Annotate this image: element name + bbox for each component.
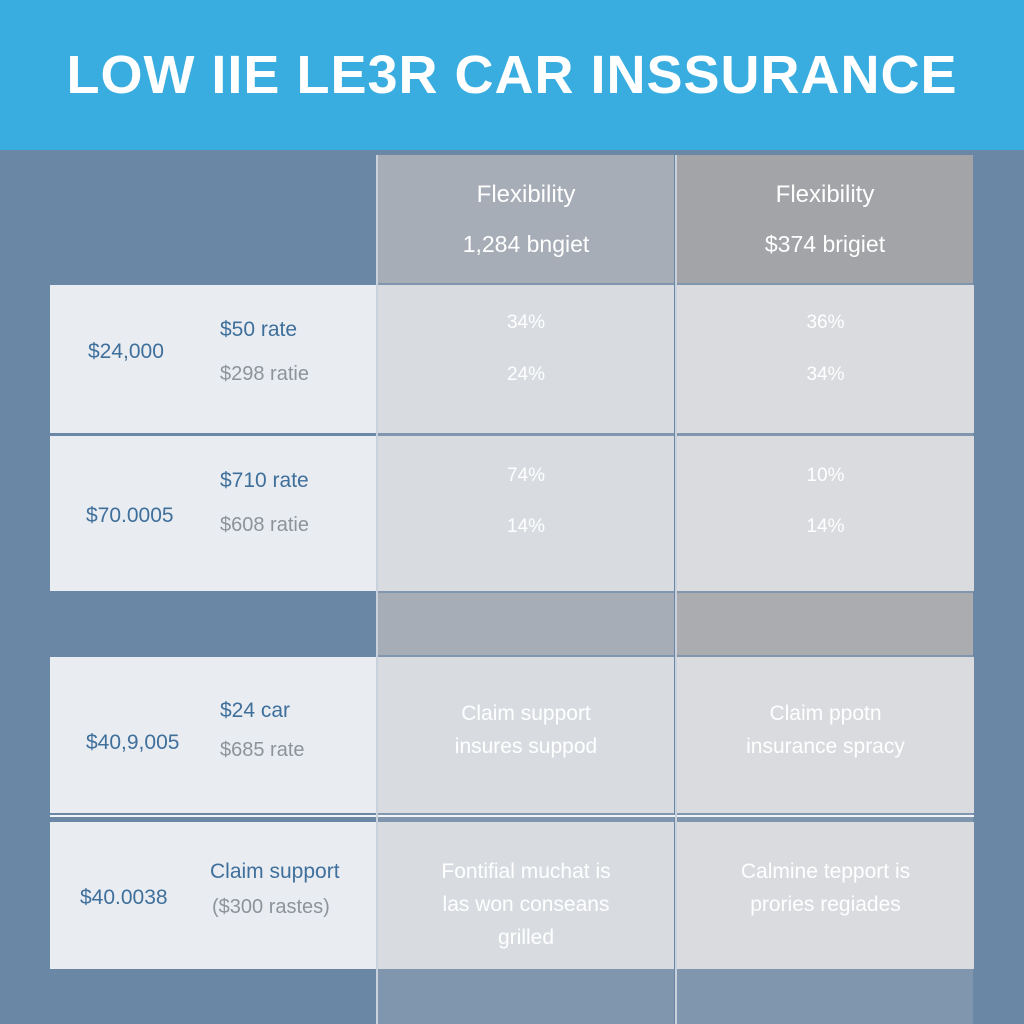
column-header-2-subtitle: $374 brigiet — [764, 230, 886, 257]
row-rate-primary: Claim support — [210, 860, 340, 883]
row-value: 34% — [806, 364, 845, 385]
row-text-line: prories regiades — [750, 893, 901, 916]
row-rate-secondary: $608 ratie — [220, 514, 309, 536]
row-text-line: grilled — [497, 926, 555, 949]
table-row: $24,000 $50 rate $298 ratie 34% 24% 36% … — [50, 285, 974, 433]
row-divider — [50, 815, 974, 817]
row-value: 24% — [506, 364, 546, 385]
row-rate-secondary: ($300 rastes) — [212, 896, 330, 918]
column-divider — [376, 155, 378, 1024]
row-column-1-cell: Claim support insures suppod — [378, 657, 674, 813]
title-banner: LOW IIE LE3R CAR INSSURANCE — [0, 0, 1024, 150]
column-header-1-title: Flexibility — [476, 180, 576, 208]
page-title: LOW IIE LE3R CAR INSSURANCE — [66, 45, 958, 105]
row-label-cell: $40,9,005 $24 car $685 rate — [50, 657, 376, 813]
row-text-block: Claim ppotn insurance spracy — [677, 697, 974, 763]
row-rate-secondary: $685 rate — [220, 739, 305, 761]
row-text-line: Fontifial muchat is — [441, 860, 611, 883]
row-amount: $24,000 — [88, 340, 164, 363]
row-column-1-cell: 34% 24% — [378, 285, 674, 433]
column-header-2: Flexibility $374 brigiet — [677, 155, 973, 283]
table-row: $70.0005 $710 rate $608 ratie 74% 14% 10… — [50, 436, 974, 591]
row-text-block: Claim support insures suppod — [378, 697, 674, 763]
row-column-1-cell: 74% 14% — [378, 436, 674, 591]
row-text-line: insures suppod — [454, 735, 598, 758]
row-rate-primary: $24 car — [220, 699, 291, 722]
row-text-line: Claim support — [461, 702, 591, 725]
row-column-2-cell: 10% 14% — [677, 436, 974, 591]
table-row: $40,9,005 $24 car $685 rate Claim suppor… — [50, 657, 974, 813]
column-header-1: Flexibility 1,284 bngiet — [378, 155, 674, 283]
row-text-line: las won conseans — [442, 893, 610, 916]
row-value: 10% — [806, 465, 845, 486]
row-value: 34% — [506, 312, 546, 333]
row-text-line: Calmine tepport is — [740, 860, 911, 883]
row-rate-primary: $50 rate — [220, 318, 298, 341]
row-label-cell: $40.0038 Claim support ($300 rastes) — [50, 822, 376, 969]
row-text-line: insurance spracy — [746, 735, 905, 758]
row-column-1-cell: Fontifial muchat is las won conseans gri… — [378, 822, 674, 969]
table-row: $40.0038 Claim support ($300 rastes) Fon… — [50, 822, 974, 969]
row-text-block: Calmine tepport is prories regiades — [677, 855, 974, 921]
row-amount: $40,9,005 — [86, 731, 180, 754]
row-value: 14% — [806, 516, 845, 537]
row-label-cell: $70.0005 $710 rate $608 ratie — [50, 436, 376, 591]
row-column-2-cell: Claim ppotn insurance spracy — [677, 657, 974, 813]
column-2-spacer — [677, 593, 973, 655]
row-column-2-cell: Calmine tepport is prories regiades — [677, 822, 974, 969]
column-header-2-title: Flexibility — [775, 180, 875, 208]
row-value: 36% — [806, 312, 845, 333]
row-text-block: Fontifial muchat is las won conseans gri… — [378, 855, 674, 954]
row-value: 14% — [506, 516, 546, 537]
column-divider — [675, 155, 677, 1024]
column-header-1-subtitle: 1,284 bngiet — [462, 230, 590, 257]
row-amount: $70.0005 — [86, 504, 174, 527]
row-value: 74% — [506, 465, 546, 486]
row-label-cell: $24,000 $50 rate $298 ratie — [50, 285, 376, 433]
row-rate-primary: $710 rate — [220, 469, 309, 492]
column-1-spacer — [378, 593, 674, 655]
row-column-2-cell: 36% 34% — [677, 285, 974, 433]
row-text-line: Claim ppotn — [769, 702, 882, 725]
row-rate-secondary: $298 ratie — [220, 363, 309, 385]
row-amount: $40.0038 — [80, 886, 168, 909]
